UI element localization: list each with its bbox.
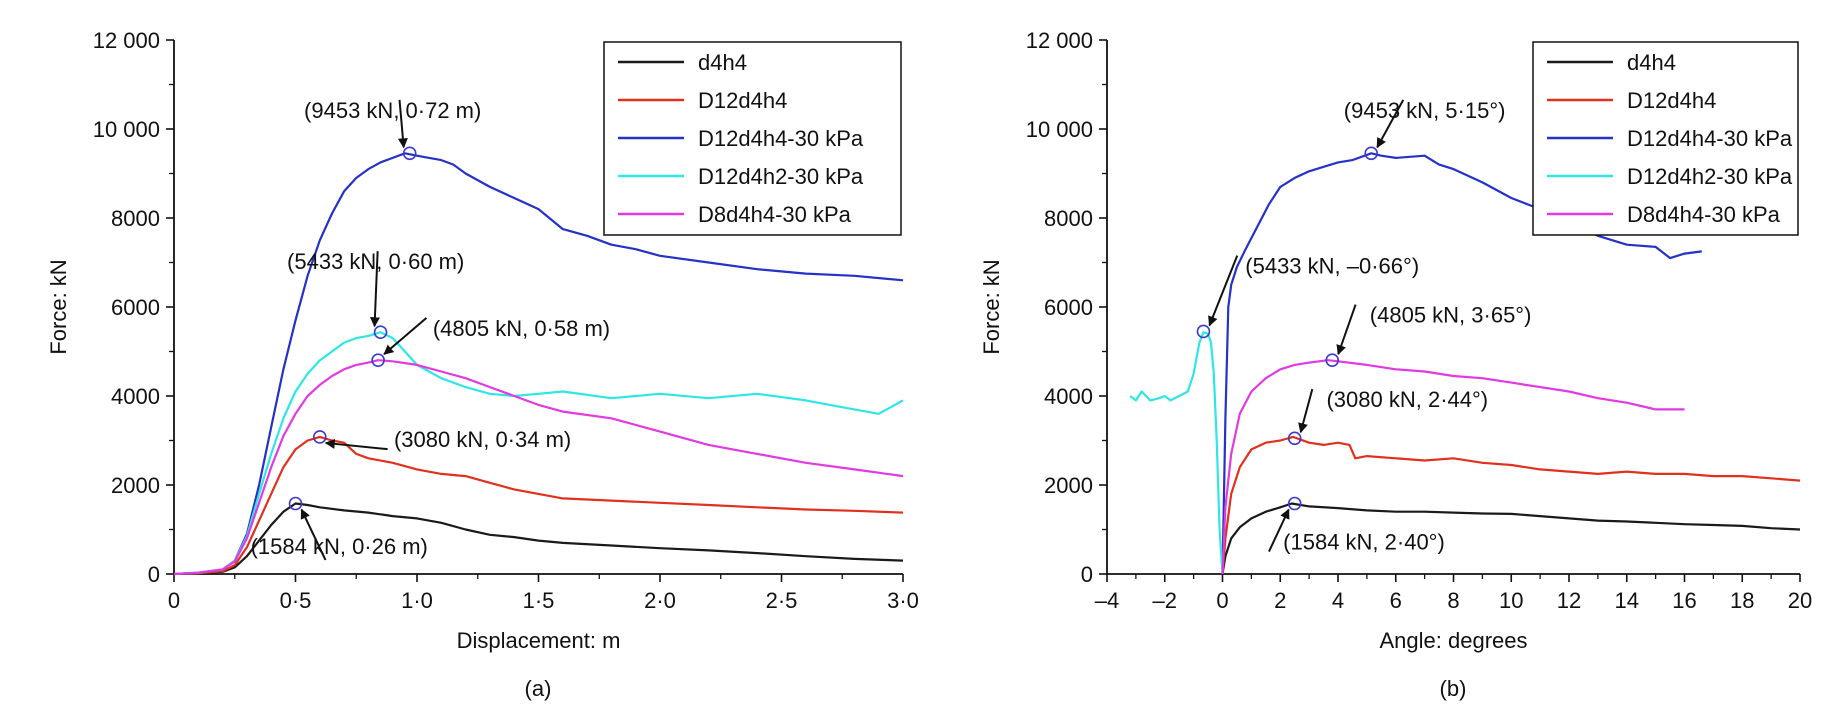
x-axis-label: Angle: degrees: [1380, 628, 1528, 653]
x-tick-label: 0·5: [280, 588, 312, 613]
peak-marker: [1196, 324, 1211, 339]
y-axis-label: Force: kN: [46, 259, 71, 354]
annotation-arrow: [1208, 255, 1239, 327]
annotation-label: (5433 kN, –0·66°): [1245, 254, 1419, 279]
annotation-label: (5433 kN, 0·60 m): [287, 249, 464, 274]
peak-marker: [1287, 431, 1302, 446]
series-line-d12d4h4-30-kpa: [1221, 152, 1702, 575]
peak-marker: [1325, 353, 1340, 367]
annotation-arrow: [300, 508, 327, 561]
x-tick-label: 18: [1730, 588, 1754, 613]
y-tick-label: 2000: [1044, 473, 1093, 498]
x-tick-label: 10: [1499, 588, 1523, 613]
legend-label: D12d4h4: [698, 88, 787, 113]
chart-panel-a: 0 2000 4000 6000 8000 10 000 12 000 0 0·5 1·0 1·5 2…: [46, 28, 919, 701]
legend-label: D12d4h4: [1627, 88, 1716, 113]
annotation-arrow: [324, 438, 388, 451]
peak-marker: [288, 496, 303, 511]
y-tick-label: 0: [148, 562, 160, 587]
x-tick-label: 20: [1788, 588, 1812, 613]
y-tick-label: 12 000: [93, 28, 160, 53]
x-tick-label: 1·0: [401, 588, 433, 613]
annotation-label: (1584 kN, 2·40°): [1283, 530, 1445, 555]
x-tick-label: 3·0: [887, 588, 919, 613]
legend-box: [603, 41, 902, 236]
y-tick-label: 0: [1081, 562, 1093, 587]
series-line-d12d4h2-30-kpa: [173, 331, 904, 576]
x-tick-label: 16: [1672, 588, 1696, 613]
y-tick-label: 2000: [111, 473, 160, 498]
annotation-label: (9453 kN, 5·15°): [1344, 98, 1506, 123]
x-axis-label: Displacement: m: [457, 628, 621, 653]
x-tick-label: 0: [168, 588, 180, 613]
y-tick-label: 4000: [111, 384, 160, 409]
x-tick-label: 0: [1216, 588, 1228, 613]
series-line-d8d4h4-30-kpa: [1221, 359, 1685, 575]
peak-marker: [402, 146, 417, 161]
annotation-label: (4805 kN, 3·65°): [1370, 303, 1532, 328]
y-tick-label: 10 000: [1026, 117, 1093, 142]
x-tick-label: 2: [1274, 588, 1286, 613]
annotation-arrow: [397, 99, 408, 149]
y-tick-label: 6000: [111, 295, 160, 320]
peak-marker: [371, 353, 385, 367]
annotation-label: (9453 kN, 0·72 m): [304, 98, 481, 123]
x-tick-label: 8: [1447, 588, 1459, 613]
annotation-arrow: [1268, 508, 1290, 552]
legend-label: D12d4h2-30 kPa: [1627, 164, 1793, 189]
legend-label: d4h4: [1627, 50, 1676, 75]
x-tick-label: 1·5: [523, 588, 555, 613]
x-tick-label: 2·0: [644, 588, 676, 613]
legend-label: D12d4h2-30 kPa: [698, 164, 864, 189]
x-tick-label: –4: [1095, 588, 1119, 613]
y-tick-label: 4000: [1044, 384, 1093, 409]
annotation-arrow: [1376, 99, 1405, 149]
series-line-d12d4h4: [173, 435, 904, 576]
x-tick-label: 6: [1390, 588, 1402, 613]
x-tick-label: 2·5: [766, 588, 798, 613]
x-tick-label: 4: [1332, 588, 1344, 613]
annotation-label: (1584 kN, 0·26 m): [251, 534, 428, 559]
legend-label: D8d4h4-30 kPa: [1627, 202, 1781, 227]
peak-marker: [373, 325, 388, 340]
x-tick-label: 12: [1557, 588, 1581, 613]
panel-caption: (b): [1440, 676, 1467, 701]
panel-caption: (a): [525, 676, 552, 701]
series-line-d12d4h4: [1221, 435, 1801, 575]
y-tick-label: 6000: [1044, 295, 1093, 320]
legend-label: D12d4h4-30 kPa: [1627, 126, 1793, 151]
legend-label: d4h4: [698, 50, 747, 75]
annotation-label: (4805 kN, 0·58 m): [433, 316, 610, 341]
annotation-arrow: [369, 251, 380, 328]
series-line-d4h4: [1221, 502, 1801, 575]
chart-panel-b: 0 2000 4000 6000 8000 10 000 12 000 –4 –2 0 2 4 6 8 10…: [979, 28, 1812, 701]
peak-marker: [1364, 146, 1379, 161]
y-tick-label: 12 000: [1026, 28, 1093, 53]
annotation-arrow: [383, 317, 428, 355]
annotation-label: (3080 kN, 2·44°): [1326, 387, 1488, 412]
y-tick-label: 10 000: [93, 117, 160, 142]
y-tick-label: 8000: [111, 206, 160, 231]
x-tick-label: 14: [1615, 588, 1639, 613]
annotation-arrow: [1336, 304, 1357, 356]
legend-label: D12d4h4-30 kPa: [698, 126, 864, 151]
y-tick-label: 8000: [1044, 206, 1093, 231]
y-axis-label: Force: kN: [979, 259, 1004, 354]
series-line-d4h4: [173, 502, 904, 576]
series-line-d12d4h2-30-kpa: [1129, 331, 1224, 575]
x-tick-label: –2: [1153, 588, 1177, 613]
series-line-d12d4h4-30-kpa: [173, 152, 904, 576]
peak-marker: [1287, 496, 1302, 511]
peak-marker: [312, 430, 327, 444]
annotation-arrow: [1298, 388, 1314, 434]
legend-label: D8d4h4-30 kPa: [698, 202, 852, 227]
series-line-d8d4h4-30-kpa: [173, 359, 904, 576]
annotation-label: (3080 kN, 0·34 m): [394, 427, 571, 452]
